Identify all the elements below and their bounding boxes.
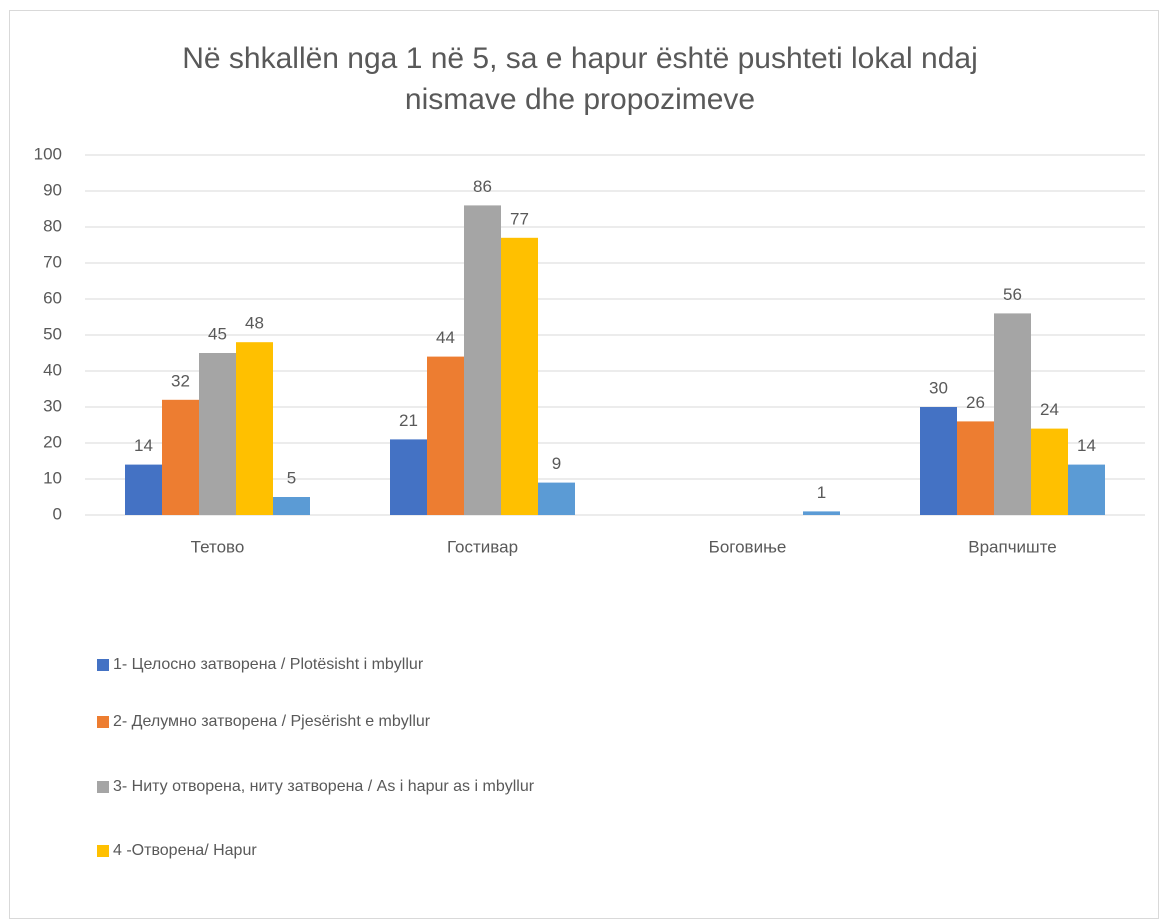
y-tick-label: 10: [43, 468, 62, 487]
data-label: 14: [134, 436, 153, 455]
x-tick-label: Врапчиште: [968, 537, 1057, 556]
bar: [920, 407, 957, 515]
bar: [1068, 464, 1105, 515]
y-tick-label: 20: [43, 432, 62, 451]
bar: [957, 421, 994, 515]
bar: [464, 205, 501, 515]
data-label: 48: [245, 314, 264, 333]
data-label: 30: [929, 378, 948, 397]
y-tick-label: 90: [43, 180, 62, 199]
bar: [538, 482, 575, 515]
legend-swatch: [97, 845, 109, 857]
data-label: 44: [436, 328, 455, 347]
bar: [803, 511, 840, 515]
x-tick-label: Гостивар: [447, 537, 518, 556]
data-label: 21: [399, 411, 418, 430]
bar: [162, 399, 199, 515]
data-label: 14: [1077, 436, 1096, 455]
data-label: 26: [966, 393, 985, 412]
bar: [199, 353, 236, 515]
bar: [236, 342, 273, 515]
bar: [273, 497, 310, 515]
bar: [994, 313, 1031, 515]
y-tick-label: 70: [43, 252, 62, 271]
y-tick-label: 40: [43, 360, 62, 379]
data-label: 32: [171, 371, 190, 390]
legend-swatch: [97, 781, 109, 793]
legend-swatch: [97, 659, 109, 671]
x-tick-label: Боговиње: [709, 537, 787, 556]
bar: [125, 464, 162, 515]
legend-swatch: [97, 716, 109, 728]
y-tick-label: 0: [53, 504, 62, 523]
data-label: 77: [510, 209, 529, 228]
legend-label: 2- Делумно затворена / Pjesërisht e mbyl…: [113, 713, 431, 730]
data-label: 45: [208, 324, 227, 343]
data-label: 9: [552, 454, 561, 473]
data-label: 86: [473, 177, 492, 196]
data-label: 5: [287, 468, 296, 487]
bar: [1031, 428, 1068, 515]
legend-label: 3- Ниту отворена, ниту затворена / As i …: [113, 778, 535, 795]
data-label: 1: [817, 483, 826, 502]
legend-label: 1- Целосно затворена / Plotësisht i mbyl…: [113, 656, 424, 673]
data-label: 56: [1003, 285, 1022, 304]
y-tick-label: 50: [43, 324, 62, 343]
x-tick-label: Тетово: [191, 537, 245, 556]
chart-title: Në shkallën nga 1 në 5, sa e hapur është…: [182, 42, 978, 116]
y-tick-label: 100: [34, 144, 62, 163]
data-label: 24: [1040, 400, 1059, 419]
y-tick-label: 80: [43, 216, 62, 235]
legend-label: 4 -Отворена/ Hapur: [113, 842, 257, 859]
y-tick-label: 60: [43, 288, 62, 307]
bar: [427, 356, 464, 515]
chart-frame: [9, 10, 1159, 919]
bar: [390, 439, 427, 515]
y-tick-label: 30: [43, 396, 62, 415]
bar: [501, 237, 538, 516]
